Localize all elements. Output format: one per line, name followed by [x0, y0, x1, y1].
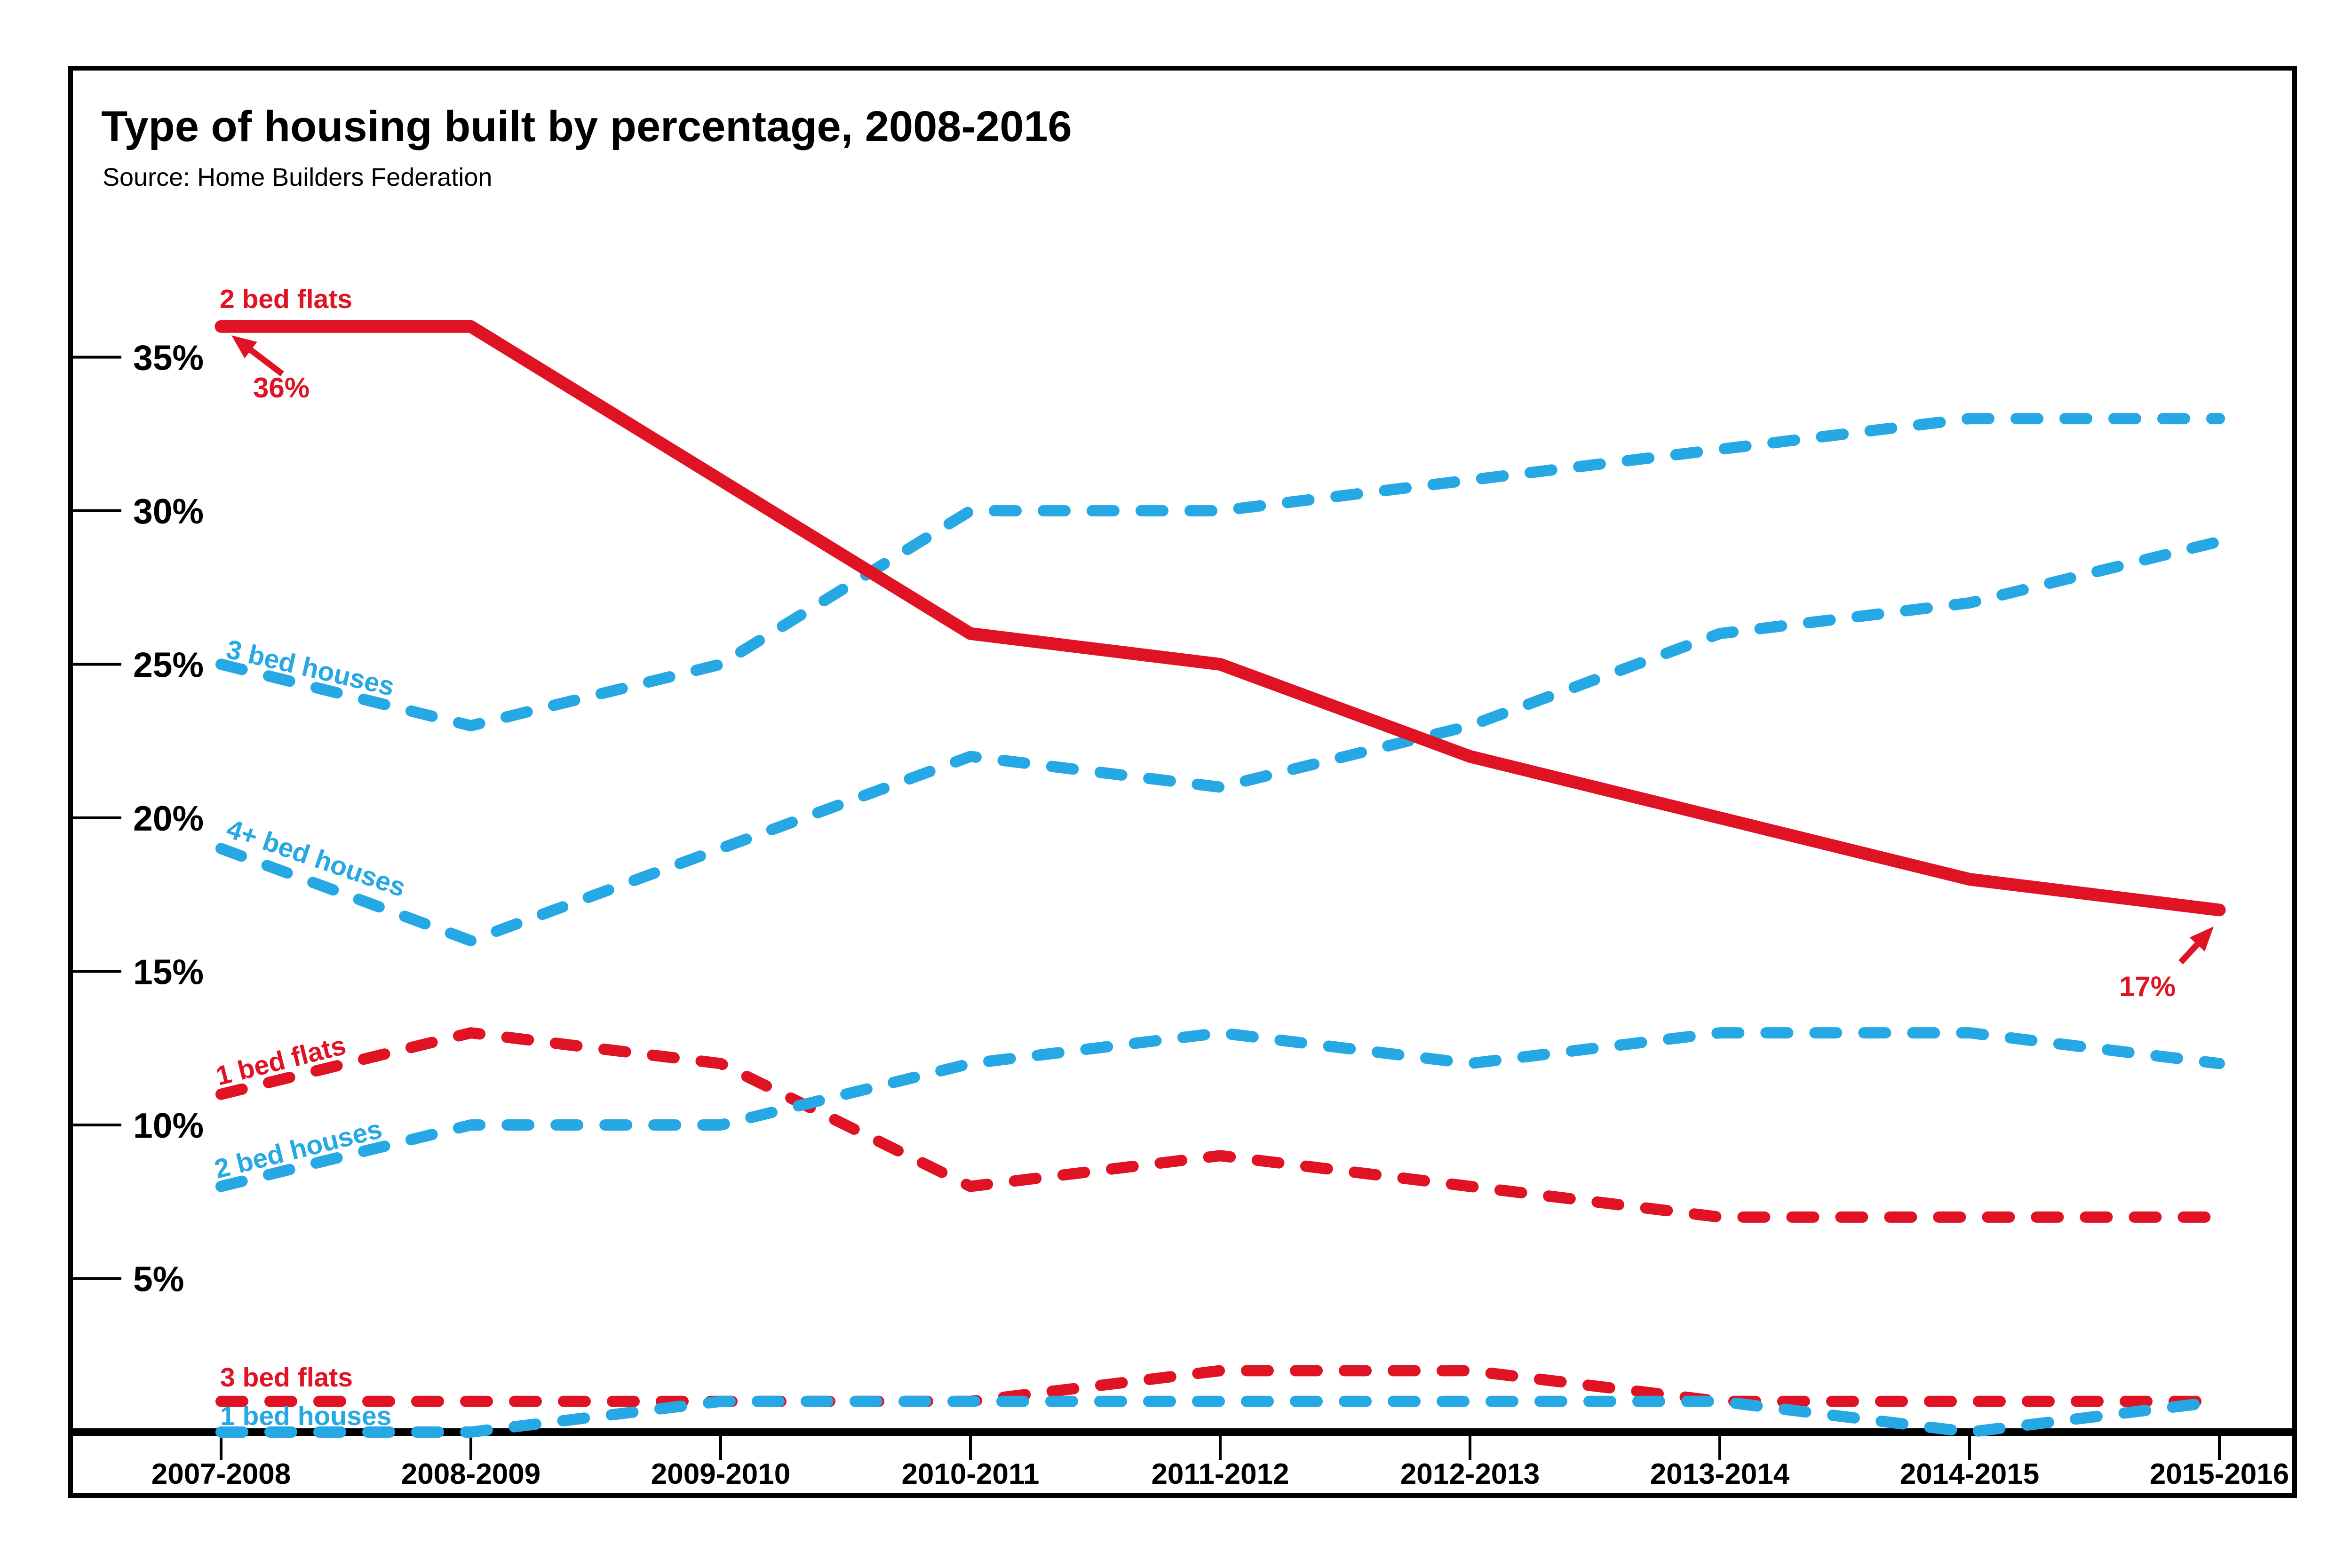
y-axis-tick-label: 10% — [133, 1106, 204, 1145]
chart-source: Source: Home Builders Federation — [103, 163, 492, 191]
label-1-bed-houses: 1 bed houses — [220, 1401, 391, 1431]
annotation-arrow-shaft — [2178, 939, 2202, 965]
x-axis-tick-label: 2010-2011 — [901, 1458, 1039, 1490]
y-axis-tick-label: 15% — [133, 952, 204, 992]
x-axis-tick-label: 2007-2008 — [151, 1458, 291, 1490]
annotations: 36% 17% — [231, 335, 2214, 1002]
annotation-arrow-shaft — [246, 345, 284, 377]
annotation-value: 36% — [253, 372, 310, 404]
x-axis-tick-label: 2008-2009 — [401, 1458, 541, 1490]
y-axis-tick-label: 30% — [133, 491, 204, 531]
line-3-bed-houses — [215, 413, 2225, 732]
x-axis-tick-label: 2011-2012 — [1151, 1458, 1289, 1490]
y-axis: 35% 30% 25% 20% 15% 10% 5% — [71, 338, 204, 1299]
plot-frame — [68, 66, 2297, 1498]
line-2-bed-houses — [215, 1027, 2225, 1192]
x-axis-tick-label: 2015-2016 — [2150, 1458, 2289, 1490]
x-axis-tick-label: 2012-2013 — [1400, 1458, 1540, 1490]
series-lines — [215, 320, 2226, 1438]
line-3-bed-flats — [215, 1365, 2225, 1407]
line-1-bed-houses — [215, 1395, 2225, 1438]
x-axis: 2007-2008 2008-2009 2009-2010 2010-2011 2011… — [151, 1432, 2289, 1490]
x-axis-tick-label: 2014-2015 — [1900, 1458, 2040, 1490]
line-2-bed-flats — [215, 320, 2226, 917]
chart-title: Type of housing built by percentage, 200… — [101, 103, 1072, 150]
y-axis-tick-label: 5% — [133, 1259, 184, 1299]
x-axis-tick-label: 2009-2010 — [651, 1458, 791, 1490]
y-axis-tick-label: 20% — [133, 799, 204, 838]
line-1-bed-flats — [215, 1027, 2225, 1223]
line-4plus-bed-houses — [215, 536, 2225, 947]
y-axis-tick-label: 35% — [133, 338, 204, 378]
annotation-value: 17% — [2119, 971, 2176, 1002]
annotation-arrow-head — [2189, 927, 2214, 952]
x-axis-tick-label: 2013-2014 — [1650, 1458, 1790, 1490]
label-2-bed-houses: 2 bed houses — [212, 1114, 385, 1184]
annotation-arrow-head — [231, 335, 257, 358]
label-3-bed-houses: 3 bed houses — [223, 634, 397, 702]
label-2-bed-flats: 2 bed flats — [220, 284, 352, 314]
label-3-bed-flats: 3 bed flats — [220, 1362, 353, 1393]
y-axis-tick-label: 25% — [133, 645, 204, 685]
